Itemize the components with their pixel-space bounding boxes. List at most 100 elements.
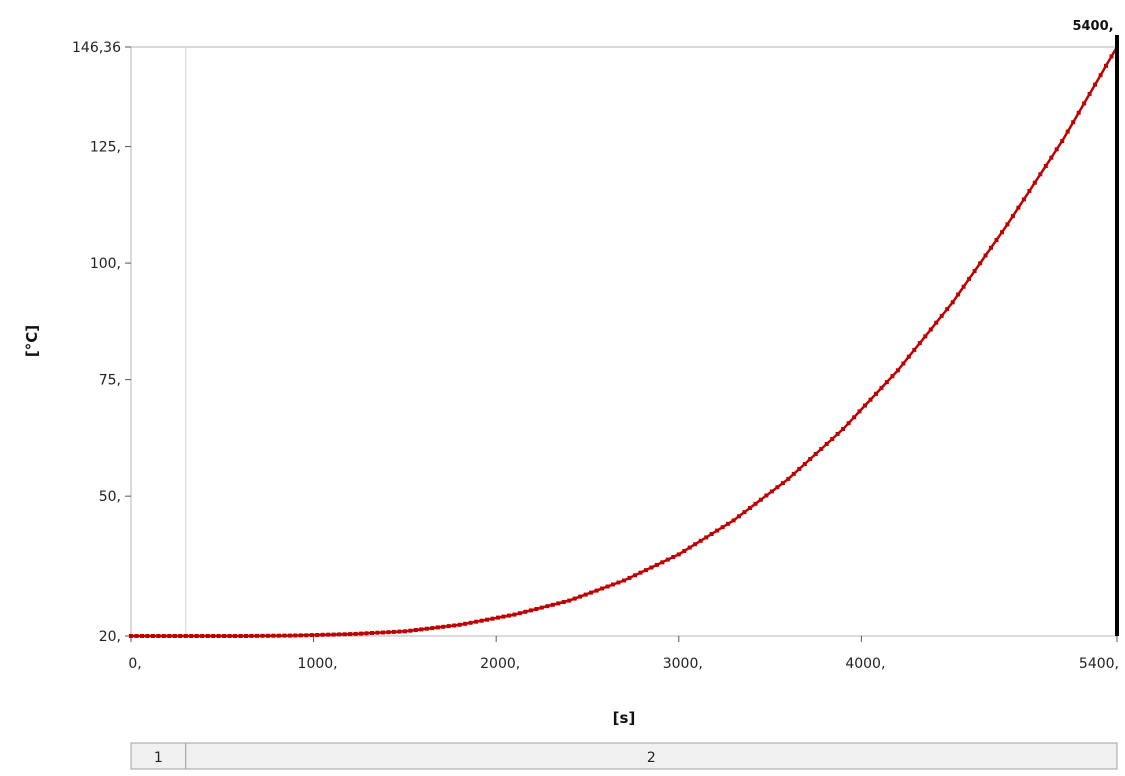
data-point bbox=[649, 565, 654, 570]
data-point bbox=[813, 452, 818, 456]
data-point bbox=[950, 300, 955, 305]
data-point bbox=[874, 391, 878, 396]
x-tick-label: 4000, bbox=[845, 656, 885, 672]
data-point bbox=[989, 245, 993, 250]
data-point bbox=[879, 385, 884, 390]
data-point bbox=[348, 632, 353, 637]
data-point bbox=[1054, 147, 1059, 152]
data-point bbox=[463, 621, 468, 626]
data-point bbox=[939, 313, 944, 318]
data-point bbox=[1071, 120, 1076, 125]
data-point bbox=[709, 532, 714, 536]
step-label: 2 bbox=[647, 750, 656, 766]
data-point bbox=[1000, 230, 1004, 235]
data-point bbox=[978, 261, 983, 266]
data-point bbox=[884, 380, 889, 385]
data-point bbox=[265, 633, 270, 638]
plot-area bbox=[130, 46, 1118, 637]
data-point bbox=[956, 292, 961, 297]
data-point bbox=[1016, 205, 1021, 210]
data-point bbox=[868, 397, 873, 402]
data-point bbox=[474, 619, 479, 624]
data-point bbox=[249, 633, 254, 638]
data-point bbox=[397, 629, 402, 634]
data-point bbox=[189, 634, 194, 638]
data-point bbox=[556, 601, 561, 606]
data-point bbox=[1005, 222, 1010, 227]
data-point bbox=[605, 584, 610, 589]
data-point bbox=[967, 276, 972, 281]
data-point bbox=[616, 580, 621, 585]
data-point bbox=[802, 462, 807, 466]
data-point bbox=[945, 307, 950, 312]
data-point bbox=[315, 633, 320, 637]
data-point bbox=[742, 510, 747, 515]
y-axis-ticks: 20, 50, 75, 100, 125, 146,36 bbox=[72, 40, 131, 645]
data-point bbox=[1010, 214, 1015, 219]
step-cell[interactable] bbox=[130, 742, 187, 770]
data-point bbox=[457, 622, 462, 627]
data-point bbox=[359, 631, 364, 636]
data-point bbox=[983, 253, 988, 258]
data-point bbox=[534, 607, 539, 611]
data-point bbox=[337, 632, 342, 637]
data-point bbox=[507, 613, 511, 618]
x-tick-label: 0, bbox=[128, 656, 141, 672]
data-point bbox=[517, 611, 522, 616]
data-point bbox=[1093, 82, 1098, 87]
data-point bbox=[430, 626, 435, 631]
data-point bbox=[720, 525, 725, 530]
data-point bbox=[928, 327, 933, 332]
data-point bbox=[370, 631, 374, 635]
data-point bbox=[1027, 189, 1032, 193]
data-point bbox=[172, 634, 177, 638]
step-label: 1 bbox=[154, 750, 163, 766]
data-point bbox=[309, 633, 314, 638]
data-point bbox=[797, 466, 802, 471]
data-point bbox=[386, 630, 391, 635]
y-tick-label: 50, bbox=[99, 489, 121, 505]
data-point bbox=[255, 633, 259, 638]
time-cursor[interactable]: 5400, bbox=[1072, 19, 1119, 636]
data-point bbox=[830, 437, 835, 441]
data-point bbox=[331, 632, 336, 637]
data-point bbox=[857, 409, 862, 414]
data-point bbox=[140, 634, 144, 638]
x-tick-label: 1000, bbox=[298, 656, 338, 672]
data-point bbox=[156, 634, 161, 638]
data-point bbox=[183, 634, 188, 638]
data-point bbox=[682, 549, 687, 553]
step-cell[interactable] bbox=[185, 742, 1118, 770]
data-point bbox=[693, 542, 698, 547]
data-point bbox=[841, 427, 846, 431]
data-point bbox=[441, 624, 446, 629]
x-axis-title: [s] bbox=[613, 709, 636, 727]
data-point bbox=[194, 634, 199, 638]
data-point bbox=[391, 629, 396, 634]
data-point bbox=[901, 361, 906, 366]
data-point bbox=[1065, 129, 1070, 134]
y-tick-label: 100, bbox=[90, 256, 121, 272]
data-point bbox=[528, 608, 533, 613]
data-point bbox=[320, 632, 325, 637]
data-point bbox=[424, 626, 429, 631]
x-tick-label: 3000, bbox=[663, 656, 703, 672]
data-point bbox=[446, 624, 451, 629]
y-axis-title: [°C] bbox=[23, 325, 41, 357]
data-point bbox=[1032, 180, 1037, 185]
data-point bbox=[1109, 54, 1114, 59]
data-point bbox=[364, 631, 369, 636]
data-point bbox=[769, 489, 774, 494]
data-point bbox=[200, 634, 205, 638]
data-point bbox=[775, 485, 780, 490]
x-tick-label: 5400, bbox=[1079, 656, 1119, 672]
data-point bbox=[1104, 63, 1108, 68]
data-point bbox=[408, 628, 413, 633]
data-point bbox=[485, 617, 490, 622]
data-point bbox=[233, 634, 238, 638]
data-point bbox=[298, 633, 303, 638]
data-point bbox=[326, 632, 331, 637]
data-point bbox=[1021, 197, 1026, 202]
data-point bbox=[737, 514, 741, 519]
